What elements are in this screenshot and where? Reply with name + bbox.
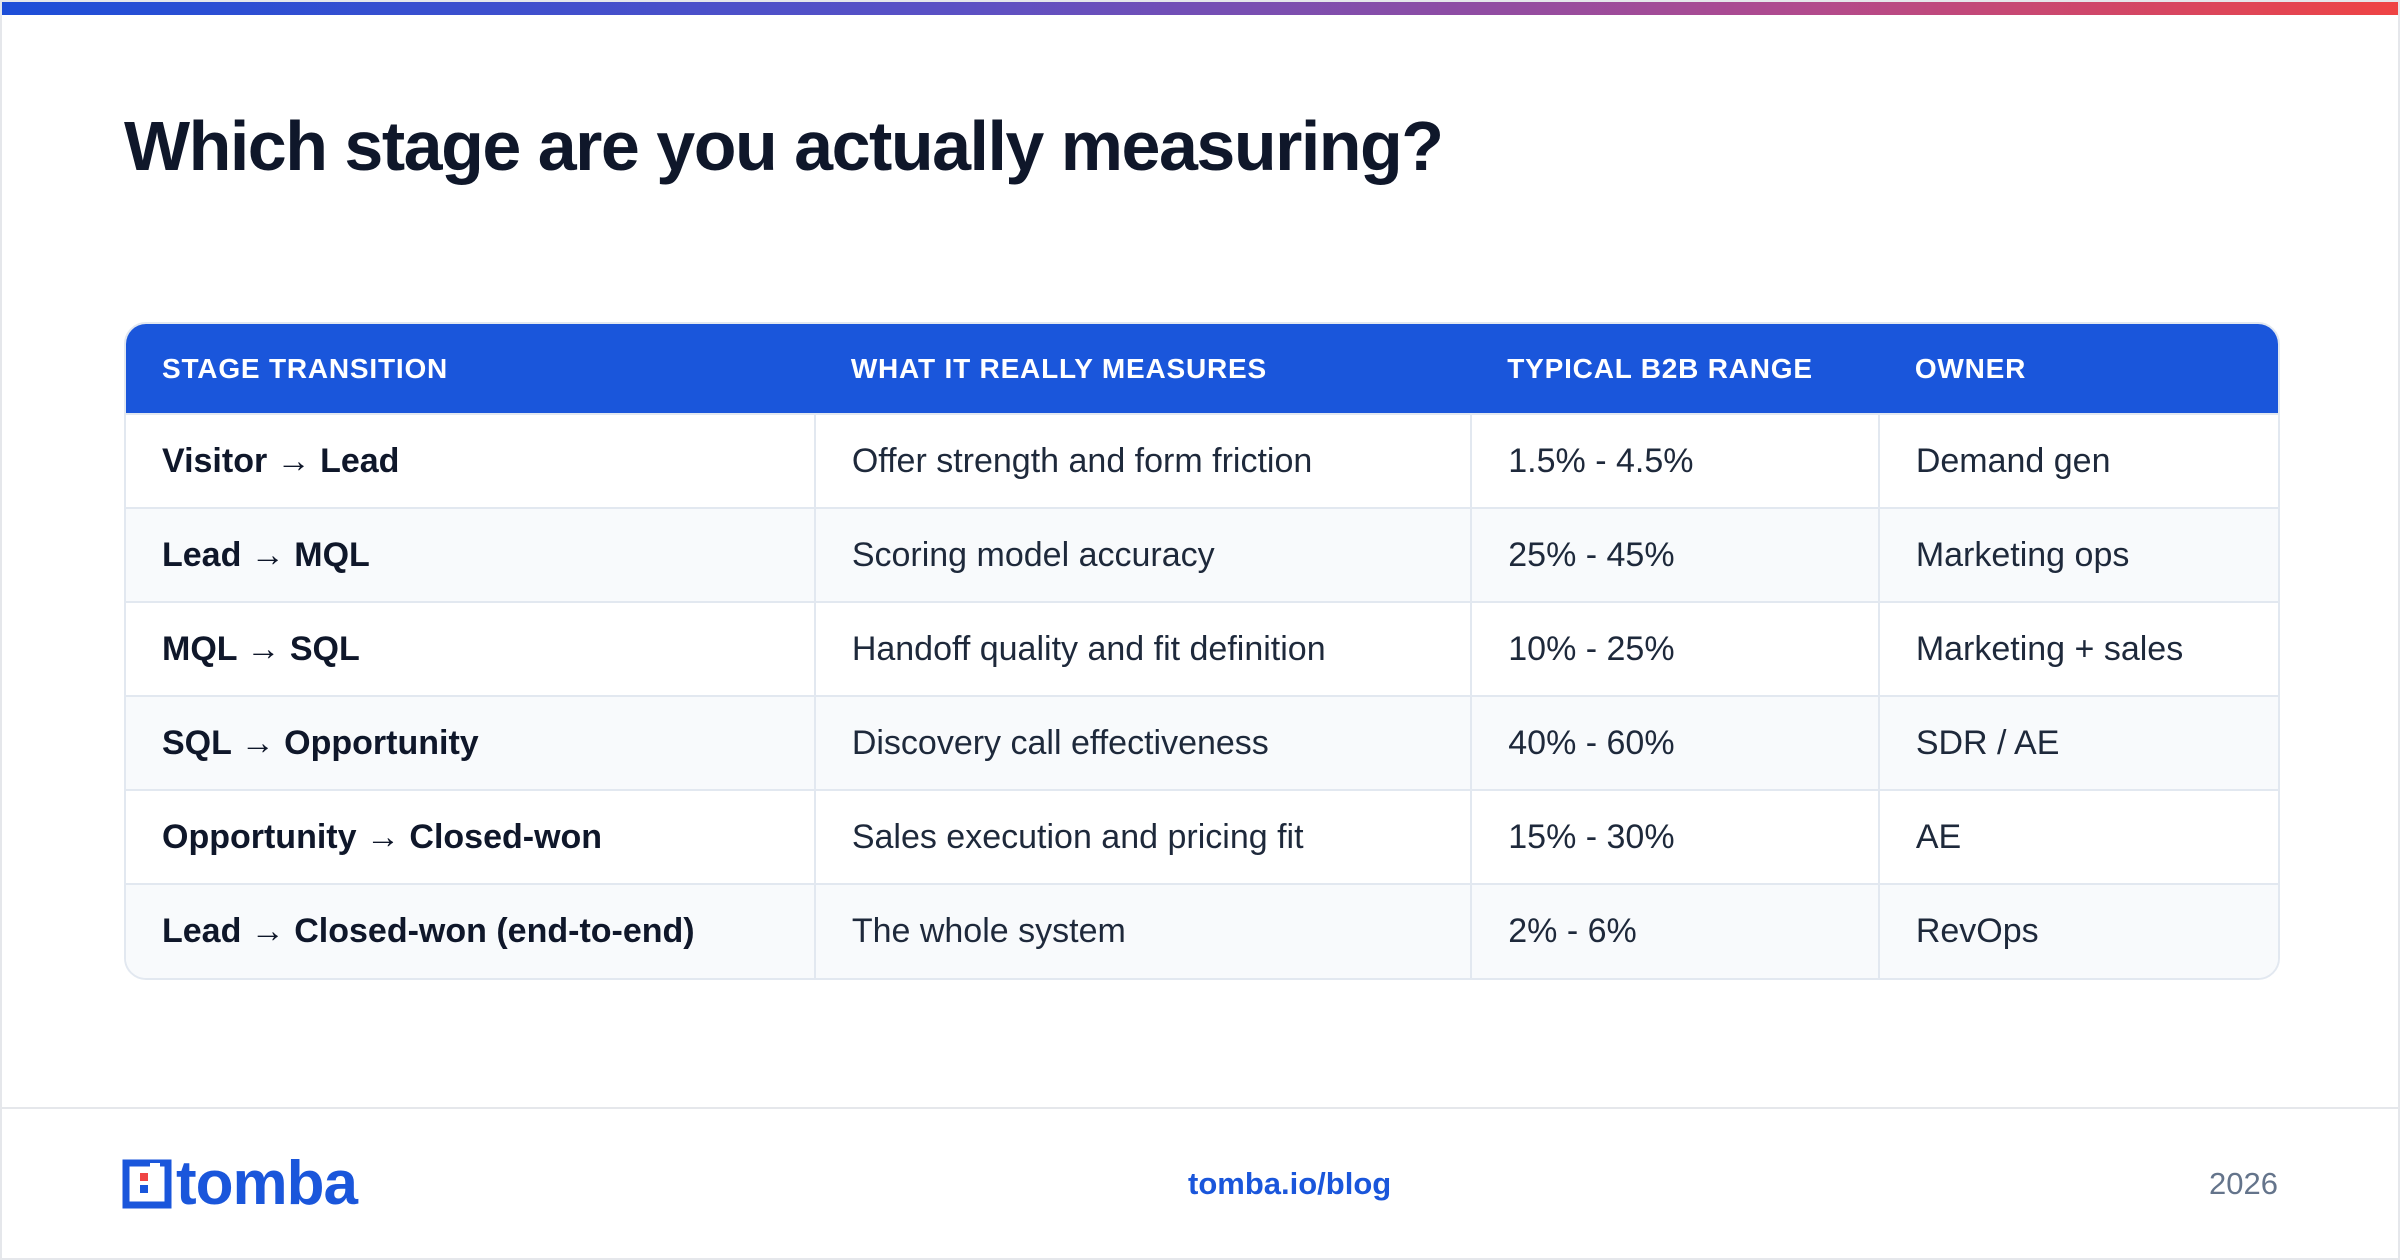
stage-cell: Opportunity → Closed-won <box>162 817 603 856</box>
measure-cell: The whole system <box>813 884 1472 978</box>
stage-cell: SQL → Opportunity <box>162 723 479 762</box>
table-row: Visitor → Lead Offer strength and form f… <box>126 414 2278 508</box>
table-row: MQL → SQL Handoff quality and fit defini… <box>126 602 2278 696</box>
owner-cell: SDR / AE <box>1877 696 2278 790</box>
footer-year: 2026 <box>2209 1166 2278 1201</box>
table-row: Opportunity → Closed-won Sales execution… <box>126 790 2278 884</box>
blog-link[interactable]: tomba.io/blog <box>1188 1166 1392 1201</box>
table-row: Lead → Closed-won (end-to-end) The whole… <box>126 884 2278 978</box>
owner-cell: Marketing + sales <box>1877 602 2278 696</box>
stage-table: STAGE TRANSITION WHAT IT REALLY MEASURES… <box>124 322 2280 980</box>
header-typical-range: TYPICAL B2B RANGE <box>1507 352 1813 384</box>
owner-cell: Demand gen <box>1877 414 2278 508</box>
measure-cell: Discovery call effectiveness <box>813 696 1472 790</box>
range-cell: 10% - 25% <box>1470 602 1879 696</box>
measure-cell: Handoff quality and fit definition <box>813 602 1472 696</box>
stage-cell: Lead → Closed-won (end-to-end) <box>162 912 695 950</box>
table-header-row: STAGE TRANSITION WHAT IT REALLY MEASURES… <box>126 324 2278 414</box>
logo-wordmark: tomba <box>176 1149 358 1218</box>
measure-cell: Offer strength and form friction <box>813 414 1472 508</box>
range-cell: 1.5% - 4.5% <box>1470 414 1879 508</box>
page-title: Which stage are you actually measuring? <box>124 107 1444 185</box>
stage-cell: MQL → SQL <box>162 629 360 668</box>
measure-cell: Sales execution and pricing fit <box>813 790 1472 884</box>
range-cell: 15% - 30% <box>1470 790 1879 884</box>
header-owner: OWNER <box>1914 352 2027 384</box>
owner-cell: Marketing ops <box>1877 508 2278 602</box>
owner-cell: AE <box>1877 790 2278 884</box>
tomba-logo[interactable]: tomba <box>122 1149 358 1218</box>
table-row: SQL → Opportunity Discovery call effecti… <box>126 696 2278 790</box>
gradient-top-bar <box>2 2 2398 15</box>
measure-cell: Scoring model accuracy <box>813 508 1472 602</box>
range-cell: 40% - 60% <box>1470 696 1879 790</box>
owner-cell: RevOps <box>1877 884 2278 978</box>
footer-divider <box>2 1107 2398 1109</box>
stage-cell: Visitor → Lead <box>162 441 400 480</box>
header-stage-transition: STAGE TRANSITION <box>162 352 449 384</box>
range-cell: 2% - 6% <box>1470 884 1879 978</box>
header-what-it-measures: WHAT IT REALLY MEASURES <box>850 352 1267 384</box>
table-row: Lead → MQL Scoring model accuracy 25% - … <box>126 508 2278 602</box>
range-cell: 25% - 45% <box>1470 508 1879 602</box>
stage-cell: Lead → MQL <box>162 535 370 574</box>
tomba-logo-icon <box>122 1159 172 1209</box>
